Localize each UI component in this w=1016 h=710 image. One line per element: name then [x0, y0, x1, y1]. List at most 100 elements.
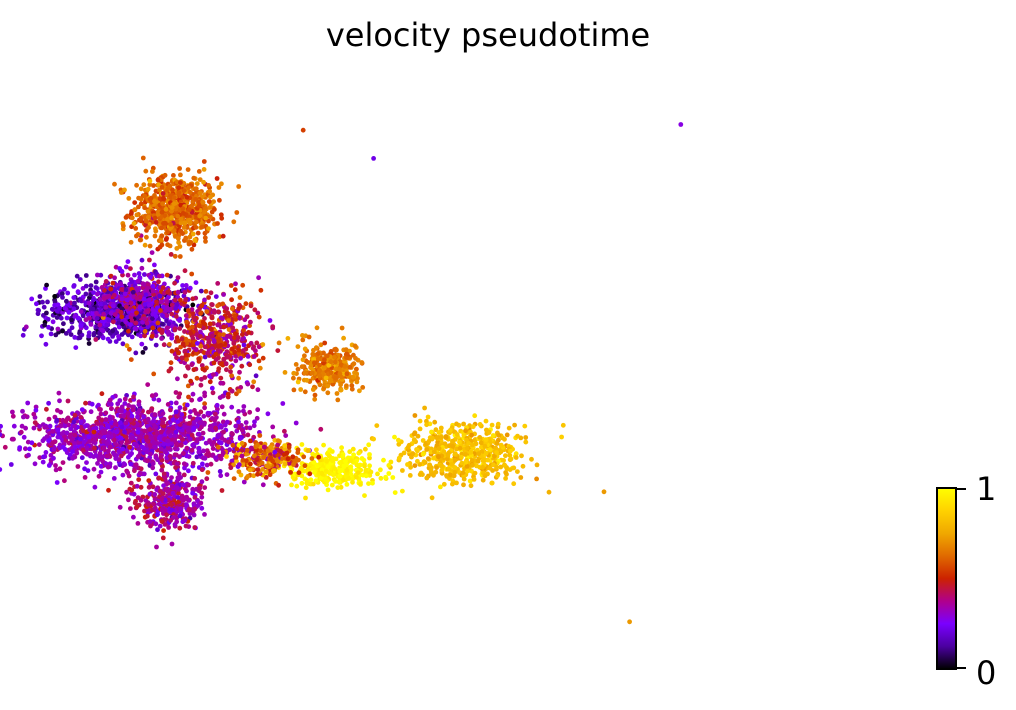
cell-point — [94, 433, 99, 439]
cell-point — [247, 409, 253, 415]
cell-point — [205, 350, 211, 356]
cell-point — [111, 319, 116, 325]
cell-point — [154, 299, 159, 305]
cell-point — [304, 377, 310, 383]
cell-point — [328, 359, 334, 365]
cell-point — [90, 297, 96, 303]
cell-point — [102, 295, 107, 301]
cell-point — [20, 332, 26, 338]
cell-point — [65, 415, 71, 421]
cell-point — [338, 382, 343, 388]
cell-point — [100, 335, 106, 341]
cell-point — [174, 347, 180, 352]
cell-point — [207, 321, 213, 327]
cell-point — [134, 182, 140, 188]
cell-point — [94, 310, 99, 316]
cell-point — [255, 387, 261, 393]
cell-point — [192, 476, 198, 481]
cell-point — [141, 446, 147, 451]
cell-point — [219, 181, 224, 187]
cell-point — [321, 365, 327, 371]
cell-point — [104, 453, 110, 459]
cell-point — [116, 320, 122, 326]
cell-point — [503, 476, 508, 481]
cell-point — [559, 434, 564, 440]
cell-point — [241, 328, 246, 333]
cell-point — [122, 429, 127, 435]
cell-point — [197, 485, 203, 491]
cell-point — [224, 367, 229, 373]
cell-point — [400, 468, 405, 473]
cell-point — [150, 169, 155, 174]
cell-point — [78, 424, 84, 430]
cell-point — [136, 271, 142, 276]
cell-point — [464, 446, 470, 451]
cell-point — [150, 461, 156, 466]
cell-point — [125, 272, 131, 278]
cell-point — [378, 475, 384, 481]
cell-point — [227, 447, 233, 453]
cell-point — [534, 462, 540, 468]
cell-point — [193, 280, 199, 285]
cell-point — [197, 397, 202, 402]
cell-point — [171, 195, 177, 201]
cell-point — [218, 212, 224, 218]
cell-point — [128, 461, 134, 467]
cell-point — [126, 403, 131, 408]
cell-point — [210, 333, 215, 339]
cell-point — [436, 446, 442, 451]
cell-point — [460, 470, 466, 476]
cell-point — [420, 451, 426, 457]
cell-point — [153, 455, 159, 460]
cell-point — [91, 290, 96, 295]
cell-point — [454, 432, 460, 437]
cell-point — [123, 287, 129, 293]
cell-point — [123, 215, 129, 220]
cell-point — [502, 436, 507, 442]
cell-point — [168, 433, 174, 439]
cell-point — [103, 305, 109, 310]
cell-point — [194, 438, 200, 444]
cell-point — [534, 476, 539, 482]
cell-point — [207, 379, 213, 385]
cell-point — [68, 332, 74, 337]
cell-point — [438, 435, 444, 440]
cell-point — [209, 385, 215, 391]
cell-point — [161, 221, 166, 226]
cell-point — [167, 342, 172, 347]
cell-point — [72, 441, 77, 446]
cell-point — [75, 464, 81, 469]
cell-point — [513, 455, 519, 460]
cell-point — [11, 436, 16, 442]
cell-point — [180, 482, 186, 488]
cell-point — [216, 344, 222, 349]
cell-point — [101, 445, 107, 451]
cell-point — [161, 528, 167, 533]
cell-point — [145, 324, 151, 330]
cell-point — [145, 382, 151, 387]
cell-point — [131, 221, 137, 226]
cell-point — [155, 320, 161, 326]
cell-point — [495, 421, 501, 427]
cell-point — [158, 454, 164, 460]
cell-point — [164, 272, 170, 278]
cell-point — [147, 178, 153, 184]
cell-point — [241, 342, 247, 348]
cell-point — [276, 340, 282, 346]
cell-point — [162, 475, 168, 481]
cell-point — [260, 342, 266, 347]
cell-point — [54, 417, 60, 423]
cell-point — [159, 328, 165, 333]
cell-point — [187, 414, 193, 420]
cell-point — [138, 466, 144, 472]
cell-point — [232, 349, 238, 355]
cell-point — [185, 364, 190, 369]
cell-point — [359, 360, 365, 365]
cell-point — [126, 428, 132, 434]
cell-point — [77, 329, 83, 334]
cell-point — [187, 234, 193, 240]
cell-point — [133, 462, 139, 468]
cell-point — [133, 226, 139, 231]
cell-point — [126, 346, 132, 352]
cell-point — [53, 463, 58, 468]
